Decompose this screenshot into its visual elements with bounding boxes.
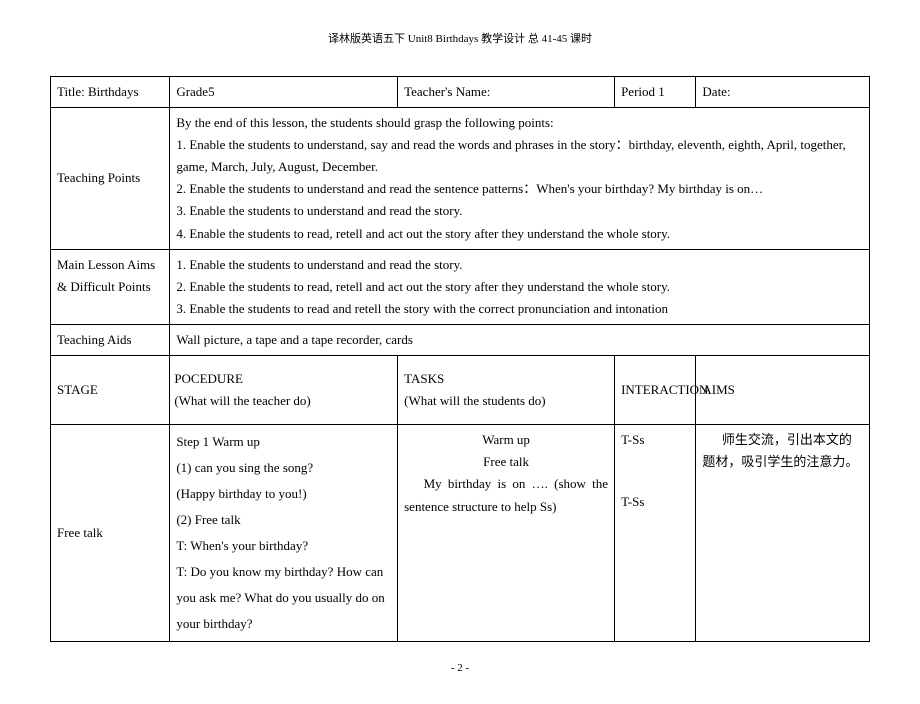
inter-1: T-Ss xyxy=(621,429,689,451)
ma-3: 3. Enable the students to read and retel… xyxy=(176,298,863,320)
aids-label: Teaching Aids xyxy=(51,324,170,355)
teaching-points-content: By the end of this lesson, the students … xyxy=(170,108,870,250)
ma-1: 1. Enable the students to understand and… xyxy=(176,254,863,276)
free-talk-interaction: T-Ss T-Ss xyxy=(615,425,696,642)
page-header: 译林版英语五下 Unit8 Birthdays 教学设计 总 41-45 课时 xyxy=(50,30,870,46)
proc-3: (Happy birthday to you!) xyxy=(176,481,391,507)
procedure-sub: (What will the teacher do) xyxy=(174,393,310,408)
tp-1: 1. Enable the students to understand, sa… xyxy=(176,134,863,178)
free-talk-row: Free talk Step 1 Warm up (1) can you sin… xyxy=(51,425,870,642)
proc-5: T: When's your birthday? xyxy=(176,533,391,559)
proc-2: (1) can you sing the song? xyxy=(176,455,391,481)
grade-cell: Grade5 xyxy=(170,77,398,108)
free-talk-tasks: Warm up Free talk My birthday is on …. (… xyxy=(398,425,615,642)
free-talk-aims: 师生交流，引出本文的题材，吸引学生的注意力。 xyxy=(696,425,870,642)
title-row: Title: Birthdays Grade5 Teacher's Name: … xyxy=(51,77,870,108)
free-talk-procedure: Step 1 Warm up (1) can you sing the song… xyxy=(170,425,398,642)
tasks-sub: (What will the students do) xyxy=(404,393,546,408)
period-cell: Period 1 xyxy=(615,77,696,108)
teacher-cell: Teacher's Name: xyxy=(398,77,615,108)
main-aims-label: Main Lesson Aims & Difficult Points xyxy=(51,249,170,324)
main-aims-row: Main Lesson Aims & Difficult Points 1. E… xyxy=(51,249,870,324)
aids-content: Wall picture, a tape and a tape recorder… xyxy=(170,324,870,355)
inter-2: T-Ss xyxy=(621,491,689,513)
tp-4: 4. Enable the students to read, retell a… xyxy=(176,223,863,245)
date-cell: Date: xyxy=(696,77,870,108)
aids-row: Teaching Aids Wall picture, a tape and a… xyxy=(51,324,870,355)
task-2: Free talk xyxy=(404,451,608,473)
stage-header: STAGE xyxy=(51,356,170,425)
teaching-points-label: Teaching Points xyxy=(51,108,170,250)
aims-header: AIMS xyxy=(696,356,870,425)
tasks-header: TASKS (What will the students do) xyxy=(398,356,615,425)
interaction-header: INTERACTION xyxy=(615,356,696,425)
teaching-points-row: Teaching Points By the end of this lesso… xyxy=(51,108,870,250)
procedure-header: POCEDURE (What will the teacher do) xyxy=(170,356,398,425)
tp-2: 2. Enable the students to understand and… xyxy=(176,178,863,200)
task-1: Warm up xyxy=(404,429,608,451)
stage-header-row: STAGE POCEDURE (What will the teacher do… xyxy=(51,356,870,425)
tp-3: 3. Enable the students to understand and… xyxy=(176,200,863,222)
procedure-title: POCEDURE xyxy=(174,371,243,386)
spacer xyxy=(621,451,689,491)
lesson-plan-table: Title: Birthdays Grade5 Teacher's Name: … xyxy=(50,76,870,642)
free-talk-stage: Free talk xyxy=(51,425,170,642)
ma-2: 2. Enable the students to read, retell a… xyxy=(176,276,863,298)
proc-4: (2) Free talk xyxy=(176,507,391,533)
main-aims-content: 1. Enable the students to understand and… xyxy=(170,249,870,324)
tasks-title: TASKS xyxy=(404,371,444,386)
task-3: My birthday is on …. (show the sentence … xyxy=(404,473,608,517)
proc-1: Step 1 Warm up xyxy=(176,429,391,455)
proc-6: T: Do you know my birthday? How can you … xyxy=(176,559,391,637)
page-footer: - 2 - xyxy=(50,662,870,674)
title-cell: Title: Birthdays xyxy=(51,77,170,108)
tp-intro: By the end of this lesson, the students … xyxy=(176,112,863,134)
